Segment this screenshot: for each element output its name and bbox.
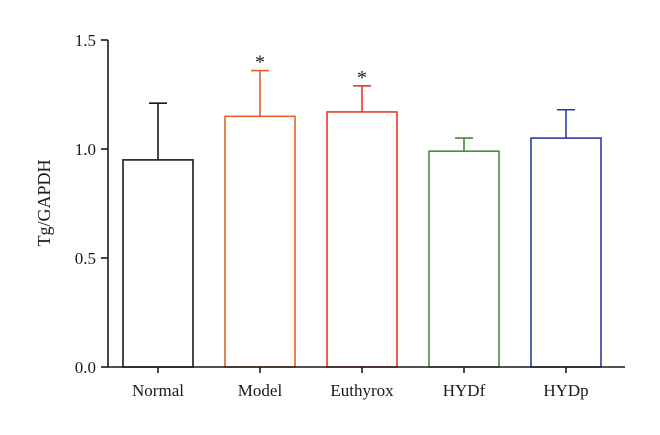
- x-axis: Normal Model Euthyrox HYDf HYDp: [108, 366, 625, 400]
- bar-hydp: [530, 137, 602, 368]
- bar-normal: [122, 159, 194, 368]
- x-tick-label: HYDf: [443, 381, 486, 400]
- y-tick-label: 1.5: [75, 31, 96, 50]
- bars: **: [122, 52, 602, 368]
- x-tick-label: Euthyrox: [330, 381, 394, 400]
- bar-euthyrox: [326, 111, 398, 368]
- y-tick-label: 0.5: [75, 249, 96, 268]
- significance-marker: *: [255, 52, 265, 74]
- y-axis: 0.0 0.5 1.0 1.5: [75, 31, 109, 377]
- y-tick-label: 1.0: [75, 140, 96, 159]
- bar-hydf: [428, 150, 500, 368]
- y-tick-label: 0.0: [75, 358, 96, 377]
- x-tick-label: Model: [238, 381, 283, 400]
- x-tick-label: HYDp: [543, 381, 588, 400]
- x-tick-label: Normal: [132, 381, 184, 400]
- significance-marker: *: [357, 67, 367, 89]
- y-axis-title: Tg/GAPDH: [34, 159, 54, 246]
- bar-model: [224, 115, 296, 368]
